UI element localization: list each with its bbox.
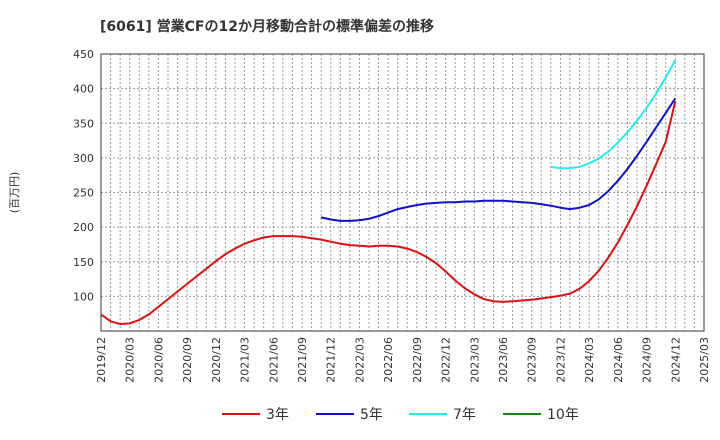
x-tick-label: 2022/03	[353, 337, 366, 383]
grid	[100, 53, 705, 331]
y-tick-label: 350	[73, 117, 94, 130]
y-tick-label: 400	[73, 83, 94, 96]
x-tick-label: 2022/12	[440, 337, 453, 383]
series-line-2	[550, 59, 677, 170]
x-axis: 2019/12 2020/03 2020/06 2020/09 2020/12 2021/…	[95, 337, 711, 383]
y-tick-label: 200	[73, 221, 94, 234]
x-tick-label: 2021/03	[239, 337, 252, 383]
x-tick-label: 2024/03	[583, 337, 596, 383]
x-tick-label: 2021/12	[325, 337, 338, 383]
x-tick-label: 2024/12	[669, 337, 682, 383]
legend-label-0: 3年	[266, 407, 289, 423]
legend: 3年 5年 7年 10年	[222, 407, 579, 423]
plot-area	[100, 53, 705, 332]
legend-label-3: 10年	[547, 407, 579, 423]
x-tick-label: 2022/06	[382, 337, 395, 383]
x-tick-label: 2022/09	[411, 337, 424, 383]
x-tick-label: 2020/12	[210, 337, 223, 383]
x-tick-label: 2025/03	[698, 337, 711, 383]
x-tick-label: 2023/12	[554, 337, 567, 383]
y-axis-label: (百万円)	[8, 172, 21, 214]
chart-title: [6061] 営業CFの12か月移動合計の標準偏差の推移	[100, 18, 434, 35]
series-layer	[100, 59, 677, 326]
y-tick-label: 300	[73, 152, 94, 165]
series-line-1	[320, 97, 677, 222]
x-tick-label: 2020/06	[152, 337, 165, 383]
y-tick-label: 100	[73, 290, 94, 303]
x-tick-label: 2024/06	[612, 337, 625, 383]
x-tick-label: 2020/09	[181, 337, 194, 383]
y-tick-label: 250	[73, 187, 94, 200]
legend-label-2: 7年	[453, 407, 476, 423]
x-tick-label: 2024/09	[641, 337, 654, 383]
y-axis: 100 150 200 250 300 350 400 450	[73, 48, 94, 303]
x-tick-label: 2021/06	[267, 337, 280, 383]
y-tick-label: 450	[73, 48, 94, 61]
series-line-0	[100, 100, 677, 326]
x-tick-label: 2023/06	[497, 337, 510, 383]
x-tick-label: 2020/03	[124, 337, 137, 383]
x-tick-label: 2023/03	[468, 337, 481, 383]
legend-label-1: 5年	[360, 407, 383, 423]
x-tick-label: 2021/09	[296, 337, 309, 383]
x-tick-label: 2019/12	[95, 337, 108, 383]
x-tick-label: 2023/09	[526, 337, 539, 383]
y-tick-label: 150	[73, 256, 94, 269]
